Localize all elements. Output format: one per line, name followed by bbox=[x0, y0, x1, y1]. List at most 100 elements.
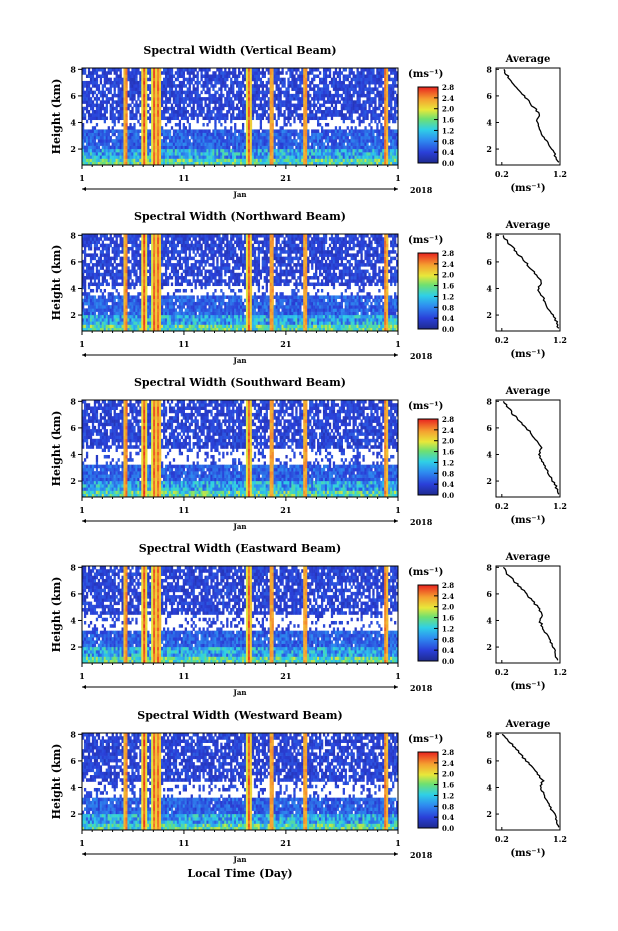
colorbar-tick-label: 0.4 bbox=[442, 148, 454, 157]
average-y-tick-label: 8 bbox=[486, 562, 492, 572]
colorbar-unit-label: (ms⁻¹) bbox=[408, 567, 443, 578]
x-tick-label: 1 bbox=[79, 339, 85, 349]
average-frame bbox=[495, 399, 561, 498]
x-tick-label: 21 bbox=[280, 671, 291, 681]
colorbar-tick-label: 2.8 bbox=[442, 581, 454, 590]
average-x-tick-label: 1.2 bbox=[553, 335, 567, 345]
y-tick-label: 6 bbox=[70, 423, 76, 433]
y-tick-label: 6 bbox=[70, 257, 76, 267]
colorbar-tick-label: 0.4 bbox=[442, 813, 454, 822]
colorbar-tick-label: 0.0 bbox=[442, 824, 454, 833]
x-tick-label: 11 bbox=[178, 838, 189, 848]
y-axis-label: Height (km) bbox=[50, 245, 63, 321]
x-tick-label: 21 bbox=[280, 505, 291, 515]
average-y-tick-label: 2 bbox=[486, 642, 492, 652]
average-frame bbox=[495, 732, 561, 831]
colorbar-tick-label: 0.0 bbox=[442, 159, 454, 168]
average-x-tick-label: 0.2 bbox=[495, 667, 509, 677]
x-tick-label: 11 bbox=[178, 671, 189, 681]
month-label: Jan bbox=[233, 190, 247, 199]
average-profile-line bbox=[502, 235, 560, 329]
colorbar-tick-label: 2.8 bbox=[442, 83, 454, 92]
average-y-tick-label: 4 bbox=[486, 782, 492, 792]
y-tick-label: 2 bbox=[70, 809, 76, 819]
average-y-tick-label: 6 bbox=[486, 423, 492, 433]
colorbar-unit-label: (ms⁻¹) bbox=[408, 734, 443, 745]
colorbar-unit-label: (ms⁻¹) bbox=[408, 69, 443, 80]
heatmap-frame bbox=[81, 67, 399, 166]
panel-title: Spectral Width (Eastward Beam) bbox=[139, 542, 341, 555]
colorbar-tick-label: 1.6 bbox=[442, 614, 454, 623]
year-label: 2018 bbox=[410, 850, 433, 860]
average-y-tick-label: 2 bbox=[486, 144, 492, 154]
x-tick-label: 1 bbox=[395, 339, 401, 349]
average-profile-line bbox=[501, 733, 560, 828]
average-x-axis-label: (ms⁻¹) bbox=[510, 681, 545, 692]
average-y-tick-label: 2 bbox=[486, 809, 492, 819]
panel-title: Spectral Width (Vertical Beam) bbox=[143, 44, 336, 57]
panel-title: Spectral Width (Southward Beam) bbox=[134, 376, 346, 389]
average-y-tick-label: 8 bbox=[486, 396, 492, 406]
heatmap-cells bbox=[82, 234, 399, 332]
x-tick-label: 1 bbox=[395, 671, 401, 681]
y-axis-label: Height (km) bbox=[50, 744, 63, 820]
y-axis-label: Height (km) bbox=[50, 411, 63, 487]
colorbar bbox=[417, 751, 439, 829]
average-frame bbox=[495, 565, 561, 664]
average-title: Average bbox=[505, 719, 551, 730]
average-y-tick-label: 4 bbox=[486, 117, 492, 127]
average-y-tick-label: 6 bbox=[486, 257, 492, 267]
average-y-tick-label: 6 bbox=[486, 756, 492, 766]
colorbar-unit-label: (ms⁻¹) bbox=[408, 401, 443, 412]
colorbar-unit-label: (ms⁻¹) bbox=[408, 235, 443, 246]
year-label: 2018 bbox=[410, 351, 433, 361]
y-tick-label: 6 bbox=[70, 91, 76, 101]
average-x-tick-label: 1.2 bbox=[553, 169, 567, 179]
colorbar-tick-label: 0.8 bbox=[442, 303, 454, 312]
heatmap-cells bbox=[82, 733, 399, 831]
y-tick-label: 4 bbox=[70, 117, 76, 127]
x-tick-label: 1 bbox=[79, 671, 85, 681]
average-y-tick-label: 2 bbox=[486, 476, 492, 486]
colorbar-tick-label: 0.4 bbox=[442, 646, 454, 655]
average-title: Average bbox=[505, 386, 551, 397]
y-tick-label: 2 bbox=[70, 642, 76, 652]
time-axis-label: Local Time (Day) bbox=[187, 867, 292, 880]
average-y-tick-label: 4 bbox=[486, 615, 492, 625]
month-label: Jan bbox=[233, 855, 247, 864]
colorbar-tick-label: 2.4 bbox=[442, 592, 454, 601]
colorbar-tick-label: 2.8 bbox=[442, 249, 454, 258]
heatmap-cells bbox=[82, 68, 399, 166]
panel-1: Spectral Width (Vertical Beam) Height (km… bbox=[50, 44, 567, 199]
colorbar-tick-label: 0.4 bbox=[442, 314, 454, 323]
average-title: Average bbox=[505, 552, 551, 563]
average-x-tick-label: 0.2 bbox=[495, 169, 509, 179]
y-tick-label: 8 bbox=[70, 396, 76, 406]
colorbar-tick-label: 0.8 bbox=[442, 635, 454, 644]
colorbar-tick-label: 1.2 bbox=[442, 624, 454, 633]
average-x-axis-label: (ms⁻¹) bbox=[510, 515, 545, 526]
colorbar-tick-label: 1.2 bbox=[442, 126, 454, 135]
colorbar-tick-label: 1.2 bbox=[442, 292, 454, 301]
colorbar-tick-label: 0.8 bbox=[442, 469, 454, 478]
average-y-tick-label: 4 bbox=[486, 449, 492, 459]
average-frame bbox=[495, 233, 561, 332]
average-x-axis-label: (ms⁻¹) bbox=[510, 848, 545, 859]
average-x-tick-label: 0.2 bbox=[495, 501, 509, 511]
y-tick-label: 2 bbox=[70, 310, 76, 320]
x-tick-label: 1 bbox=[395, 505, 401, 515]
colorbar-tick-label: 1.6 bbox=[442, 282, 454, 291]
x-tick-label: 1 bbox=[79, 838, 85, 848]
x-tick-label: 21 bbox=[280, 173, 291, 183]
average-x-tick-label: 0.2 bbox=[495, 335, 509, 345]
average-title: Average bbox=[505, 220, 551, 231]
y-tick-label: 8 bbox=[70, 64, 76, 74]
x-tick-label: 1 bbox=[395, 173, 401, 183]
colorbar bbox=[417, 252, 439, 330]
average-y-tick-label: 8 bbox=[486, 230, 492, 240]
average-profile-line bbox=[502, 566, 559, 661]
average-profile-line bbox=[502, 400, 560, 495]
average-x-axis-label: (ms⁻¹) bbox=[510, 349, 545, 360]
average-x-tick-label: 1.2 bbox=[553, 501, 567, 511]
